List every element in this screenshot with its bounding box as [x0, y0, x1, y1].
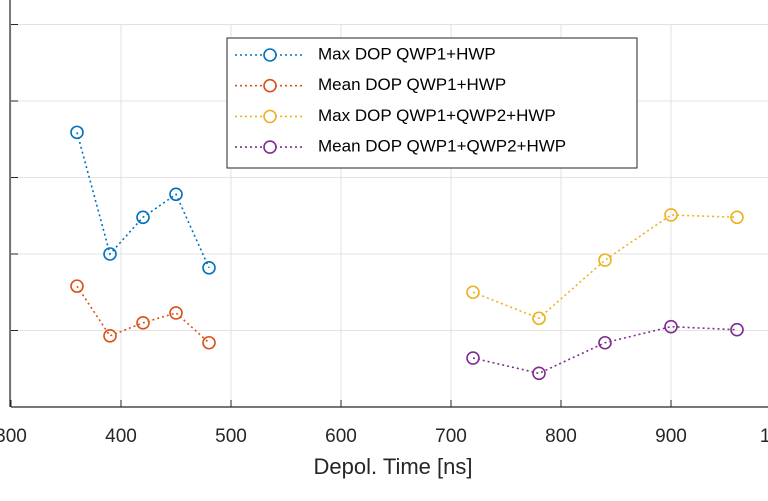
- marker: [598, 253, 612, 267]
- legend-marker: [263, 48, 277, 62]
- marker: [136, 316, 150, 330]
- marker: [70, 279, 84, 293]
- marker: [532, 311, 546, 326]
- x-tick-label: 600: [325, 426, 357, 447]
- marker: [532, 366, 546, 381]
- x-tick-label: 800: [545, 426, 577, 447]
- marker: [70, 125, 84, 140]
- x-tick-label: 700: [435, 426, 467, 447]
- legend-marker: [263, 109, 277, 124]
- legend-label: Mean DOP QWP1+HWP: [318, 75, 506, 94]
- marker: [103, 247, 117, 261]
- marker: [664, 319, 678, 334]
- legend-marker: [263, 78, 277, 93]
- x-tick-label: 400: [105, 426, 137, 447]
- legend: Max DOP QWP1+HWP Mean DOP QWP1+HWP Max DOP…: [226, 37, 638, 169]
- marker: [169, 187, 183, 202]
- series-line: [472, 325, 738, 375]
- legend-label: Mean DOP QWP1+QWP2+HWP: [318, 137, 566, 156]
- marker: [466, 285, 480, 300]
- series-line: [76, 285, 210, 344]
- marker: [169, 306, 183, 320]
- x-axis-label: Depol. Time [ns]: [314, 454, 473, 479]
- marker: [730, 210, 744, 225]
- marker: [136, 210, 150, 225]
- legend-label: Max DOP QWP1+QWP2+HWP: [318, 106, 556, 125]
- marker: [202, 260, 216, 275]
- x-tick-label: 900: [655, 426, 687, 447]
- legend-marker: [263, 140, 277, 154]
- series-line: [472, 214, 738, 320]
- x-tick-label: 1000: [760, 426, 768, 447]
- legend-label: Max DOP QWP1+HWP: [318, 44, 496, 63]
- marker: [103, 329, 117, 343]
- marker: [466, 351, 480, 365]
- x-tick-label: 300: [0, 426, 27, 447]
- series-line: [76, 132, 210, 269]
- marker: [598, 335, 612, 350]
- marker: [664, 208, 678, 222]
- marker: [730, 322, 744, 337]
- x-tick-label: 500: [215, 426, 247, 447]
- marker: [202, 335, 216, 350]
